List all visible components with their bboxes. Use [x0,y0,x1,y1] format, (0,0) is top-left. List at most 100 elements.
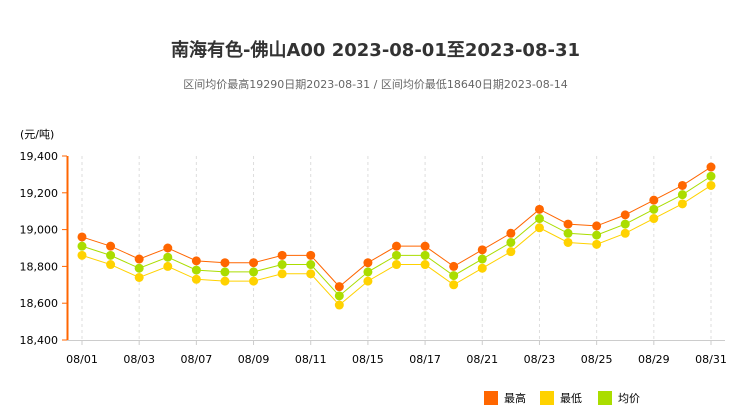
data-point-0 [592,221,602,231]
data-point-2 [534,214,544,224]
data-point-2 [449,271,459,281]
data-point-0 [477,245,487,255]
x-tick-label: 08/03 [123,353,155,366]
data-point-2 [392,250,401,260]
data-point-0 [620,210,630,220]
data-point-1 [334,300,344,310]
data-point-2 [677,190,687,200]
data-point-2 [592,230,602,240]
legend-label-low: 最低 [560,392,582,405]
x-tick-label: 08/31 [695,353,727,366]
data-point-2 [306,260,316,270]
legend-label-high: 最高 [504,392,526,405]
data-point-2 [163,252,173,262]
data-point-2 [649,204,659,214]
data-point-2 [363,267,373,277]
data-point-1 [677,199,687,209]
data-point-0 [563,219,573,229]
data-point-1 [620,228,630,238]
data-point-2 [420,250,430,260]
y-tick-label: 18,600 [20,297,59,310]
data-point-0 [306,250,316,260]
data-point-0 [249,258,259,268]
data-point-1 [134,272,144,282]
data-point-1 [77,250,87,260]
data-point-1 [392,260,401,270]
data-point-0 [420,241,430,251]
data-point-2 [220,267,230,277]
data-point-2 [249,267,259,277]
data-point-2 [706,171,716,181]
x-tick-label: 08/15 [352,353,384,366]
data-point-1 [277,269,287,279]
y-tick-label: 19,200 [20,187,59,200]
legend-item-low[interactable]: 最低 [540,390,582,406]
data-point-0 [506,228,516,238]
series-line-2 [81,175,712,297]
data-point-1 [706,180,716,190]
legend-swatch-avg [598,391,612,405]
data-point-2 [334,291,344,301]
data-point-0 [106,241,116,251]
legend-label-avg: 均价 [618,392,640,405]
x-tick-label: 08/29 [638,353,670,366]
data-point-1 [563,237,573,247]
legend-item-high[interactable]: 最高 [484,390,526,406]
data-point-2 [620,219,630,229]
x-tick-label: 08/11 [295,353,327,366]
data-point-1 [534,223,544,233]
data-point-0 [77,232,87,242]
y-tick-label: 19,400 [20,150,59,163]
y-tick-label: 19,000 [20,224,59,237]
x-tick-label: 08/23 [524,353,556,366]
data-point-1 [449,280,459,290]
data-point-2 [506,237,516,247]
data-point-0 [191,256,201,266]
data-point-0 [163,243,173,253]
data-point-1 [477,263,487,273]
data-point-0 [706,162,716,172]
data-point-0 [677,180,687,190]
data-point-0 [134,254,144,264]
legend-item-avg[interactable]: 均价 [598,390,640,406]
x-tick-label: 08/21 [466,353,498,366]
data-point-0 [277,250,287,260]
data-point-1 [363,276,373,286]
data-point-1 [420,260,430,270]
x-tick-label: 08/01 [66,353,98,366]
legend-swatch-low [540,391,554,405]
data-point-2 [134,263,144,273]
x-tick-label: 08/25 [581,353,613,366]
y-tick-label: 18,400 [20,334,59,347]
data-point-1 [163,261,173,271]
chart-title: 南海有色-佛山A00 2023-08-01至2023-08-31 [171,40,580,61]
data-point-2 [563,228,573,238]
data-point-1 [306,269,316,279]
data-point-2 [77,241,87,251]
data-point-2 [277,260,287,270]
x-tick-label: 08/17 [409,353,441,366]
data-point-2 [191,265,201,275]
data-point-0 [449,261,459,271]
x-tick-label: 08/07 [181,353,213,366]
data-point-1 [220,276,230,286]
data-point-1 [106,260,116,270]
data-point-0 [534,204,544,214]
data-point-0 [392,241,401,251]
y-axis-unit: (元/吨) [20,128,55,141]
data-point-2 [477,254,487,264]
data-point-1 [191,274,201,284]
data-point-1 [592,239,602,249]
chart-subtitle: 区间均价最高19290日期2023-08-31 / 区间均价最低18640日期2… [183,78,568,91]
y-tick-label: 18,800 [20,260,59,273]
data-point-1 [249,276,259,286]
legend-swatch-high [484,391,498,405]
data-point-0 [649,195,659,205]
data-point-0 [334,282,344,292]
data-point-1 [649,214,659,224]
data-point-1 [506,247,516,257]
x-tick-label: 08/09 [238,353,270,366]
data-point-2 [106,250,116,260]
